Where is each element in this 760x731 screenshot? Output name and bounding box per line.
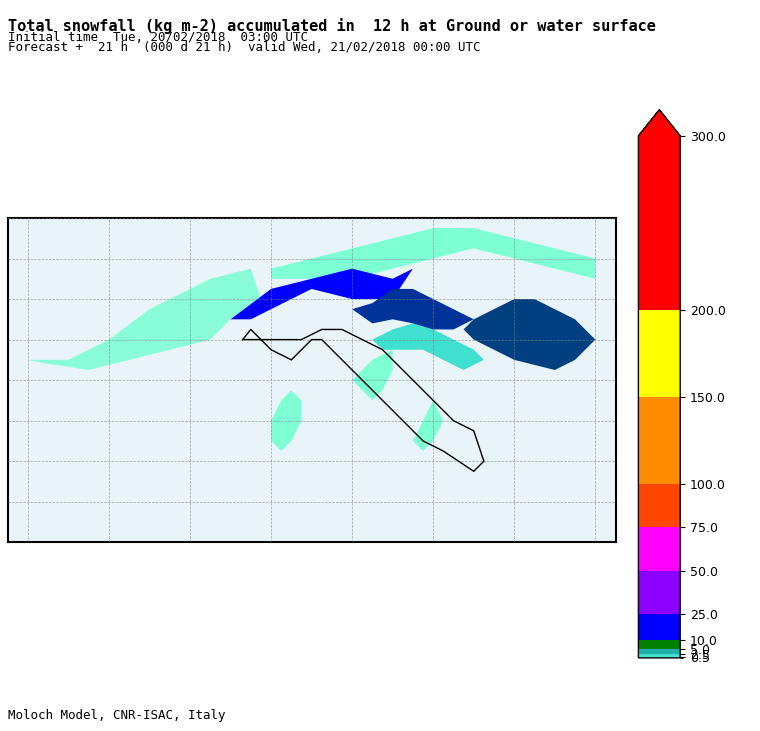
Text: Forecast +  21 h  (000 d 21 h)  valid Wed, 21/02/2018 00:00 UTC: Forecast + 21 h (000 d 21 h) valid Wed, … [8, 41, 480, 54]
Polygon shape [271, 390, 302, 451]
Text: Total snowfall (kg m-2) accumulated in  12 h at Ground or water surface: Total snowfall (kg m-2) accumulated in 1… [8, 18, 655, 34]
Polygon shape [372, 323, 484, 370]
Text: Moloch Model, CNR-ISAC, Italy: Moloch Model, CNR-ISAC, Italy [8, 709, 225, 722]
Polygon shape [464, 299, 595, 370]
Polygon shape [230, 269, 413, 319]
Polygon shape [352, 349, 393, 401]
Polygon shape [28, 269, 261, 370]
Text: Initial time  Tue, 20/02/2018  03:00 UTC: Initial time Tue, 20/02/2018 03:00 UTC [8, 31, 308, 44]
Polygon shape [413, 401, 443, 451]
PathPatch shape [638, 110, 680, 136]
Polygon shape [352, 289, 473, 330]
Polygon shape [271, 228, 595, 279]
